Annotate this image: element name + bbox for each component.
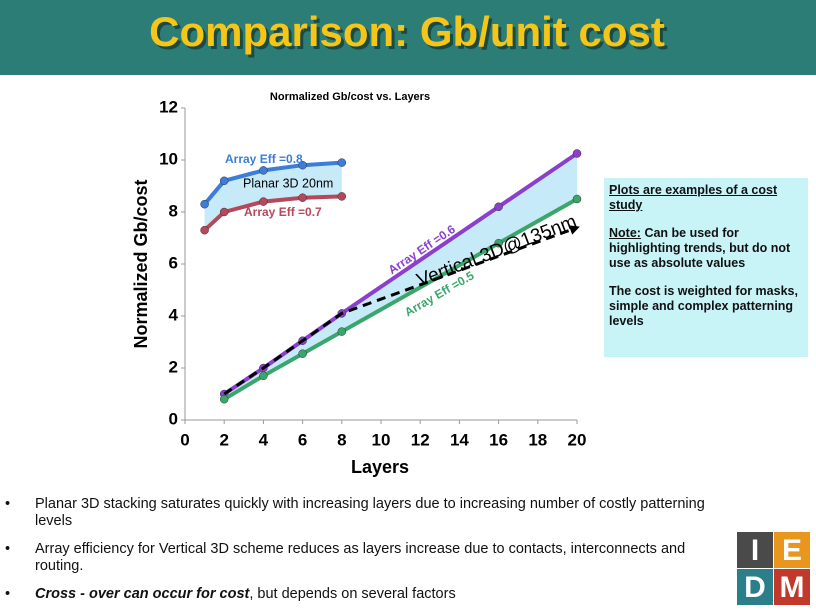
x-tick-label: 16	[489, 430, 508, 449]
note-label: Note:	[609, 226, 641, 240]
shaded-band	[204, 162, 342, 231]
logo-letter: I	[751, 534, 759, 567]
point	[259, 197, 268, 206]
x-tick-label: 8	[337, 430, 346, 449]
x-tick-label: 2	[219, 430, 228, 449]
point	[337, 192, 347, 201]
bullet-text: , but depends on several factors	[249, 586, 456, 602]
header-band	[0, 0, 816, 75]
bullet-text: Array efficiency for Vertical 3D scheme …	[35, 541, 686, 574]
x-tick-label: 14	[450, 430, 469, 449]
x-tick-label: 6	[298, 430, 307, 449]
point	[219, 176, 229, 186]
y-tick-label: 8	[169, 201, 178, 220]
x-tick-label: 10	[372, 430, 391, 449]
logo-cell	[774, 569, 810, 605]
note-text: Can be used for highlighting trends, but…	[609, 226, 791, 270]
series-label: Array Eff =0.7	[244, 205, 322, 219]
chart-title: Normalized Gb/cost vs. Layers	[270, 91, 430, 103]
x-tick-label: 18	[528, 430, 547, 449]
y-axis-label: Normalized Gb/cost	[131, 179, 151, 348]
series-line	[223, 151, 579, 396]
point	[298, 349, 307, 358]
y-tick-label: 2	[169, 357, 178, 376]
logo-letter: M	[780, 571, 805, 604]
annotation: Planar 3D 20nm	[243, 176, 333, 190]
logo: I E D M	[737, 532, 810, 605]
point	[337, 158, 347, 167]
bullet-text: Planar 3D stacking saturates quickly wit…	[35, 496, 705, 529]
bullet: Cross - over can occur for cost, but dep…	[0, 586, 730, 603]
point	[494, 238, 503, 248]
note-weighting: The cost is weighted for masks, simple a…	[609, 284, 798, 328]
x-axis-label: Layers	[351, 457, 409, 477]
point	[259, 166, 268, 175]
point	[219, 394, 229, 404]
note-box: Plots are examples of a cost study Note:…	[604, 178, 808, 357]
point	[200, 225, 209, 235]
bullet: Array efficiency for Vertical 3D scheme …	[0, 541, 725, 575]
point	[298, 160, 307, 170]
logo-cell	[737, 569, 773, 605]
title-shadow: Comparison: Gb/unit cost	[152, 11, 668, 58]
point	[337, 327, 347, 336]
y-tick-label: 0	[169, 409, 178, 428]
x-tick-label: 4	[259, 430, 269, 449]
y-tick-label: 10	[159, 149, 178, 168]
point	[494, 202, 503, 212]
series-label: Array Eff =0.8	[225, 152, 303, 166]
point	[259, 371, 268, 381]
bullet-emphasis: Cross - over can occur for cost	[35, 586, 250, 602]
logo-letter: E	[782, 534, 802, 567]
point	[572, 149, 582, 158]
point	[200, 199, 209, 209]
point	[298, 193, 307, 202]
slide-title: Comparison: Gb/unit cost	[149, 8, 665, 55]
bullet-list: Planar 3D stacking saturates quickly wit…	[0, 496, 730, 614]
x-tick-label: 20	[568, 430, 587, 449]
logo-letter: D	[744, 571, 766, 604]
logo-cell	[774, 532, 810, 568]
series-line	[223, 225, 580, 396]
logo-cell	[737, 532, 773, 568]
y-tick-label: 4	[169, 305, 179, 324]
x-tick-label: 12	[411, 430, 430, 449]
x-tick-label: 0	[180, 430, 189, 449]
point	[219, 207, 229, 217]
bullet: Planar 3D stacking saturates quickly wit…	[0, 496, 730, 530]
note-heading: Plots are examples of a cost study	[609, 183, 778, 212]
y-tick-label: 12	[159, 97, 178, 116]
y-tick-label: 6	[169, 253, 178, 272]
series-line	[223, 197, 578, 401]
point	[572, 194, 582, 204]
